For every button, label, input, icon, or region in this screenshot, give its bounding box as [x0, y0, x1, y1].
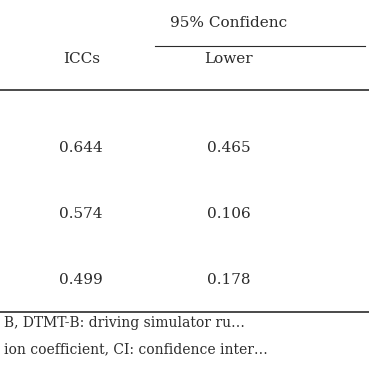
- Text: 0.465: 0.465: [207, 141, 251, 155]
- Text: ICCs: ICCs: [63, 52, 100, 66]
- Text: 0.644: 0.644: [59, 141, 103, 155]
- Text: Lower: Lower: [204, 52, 253, 66]
- Text: 0.499: 0.499: [59, 273, 103, 287]
- Text: 95% Confidenc: 95% Confidenc: [170, 15, 287, 30]
- Text: 0.178: 0.178: [207, 273, 251, 287]
- Text: 0.106: 0.106: [207, 207, 251, 221]
- Text: B, DTMT-B: driving simulator ru…: B, DTMT-B: driving simulator ru…: [4, 316, 245, 330]
- Text: ion coefficient, CI: confidence inter…: ion coefficient, CI: confidence inter…: [4, 342, 268, 356]
- Text: 0.574: 0.574: [59, 207, 103, 221]
